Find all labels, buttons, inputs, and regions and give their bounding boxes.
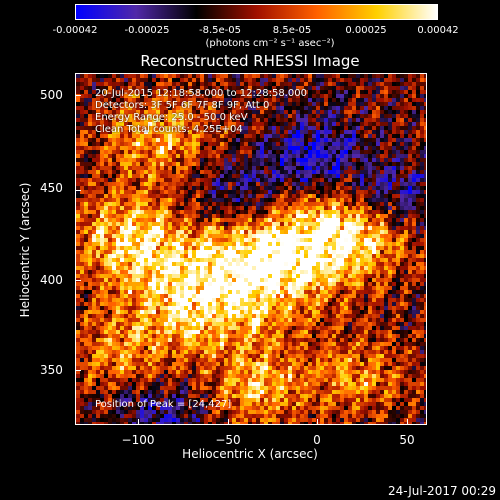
y-tick-label: 350 (40, 363, 63, 377)
colorbar-tick: 0.00025 (345, 25, 387, 36)
colorbar-tick: -0.00025 (124, 25, 170, 36)
y-tick-mark (75, 370, 81, 371)
colorbar-tick: -0.00042 (52, 25, 98, 36)
x-tick-label: 50 (399, 433, 415, 447)
time-range-annotation: 20-Jul-2015 12:18:58.000 to 12:28:58.000 (95, 88, 307, 99)
datestamp: 24-Jul-2017 00:29 (387, 484, 496, 498)
colorbar-tick: 0.00042 (417, 25, 459, 36)
y-tick-label: 450 (40, 181, 63, 195)
x-axis-label: Heliocentric X (arcsec) (182, 447, 318, 461)
x-tick-mark (138, 419, 139, 425)
colorbar (75, 4, 438, 20)
colorbar-tick: 8.5e-05 (272, 25, 312, 36)
y-tick-mark (75, 280, 81, 281)
x-tick-mark (317, 419, 318, 425)
x-tick-mark (407, 419, 408, 425)
peak-position-label: Position of Peak = [24,427] (95, 399, 232, 410)
y-axis-label: Heliocentric Y (arcsec) (18, 182, 32, 318)
y-tick-label: 400 (40, 273, 63, 287)
x-tick-label: 0 (313, 433, 321, 447)
heatmap-image (76, 74, 426, 424)
x-tick-mark (228, 419, 229, 425)
y-tick-mark (75, 190, 81, 191)
plot-title: Reconstructed RHESSI Image (140, 52, 360, 70)
energy-range-annotation: Energy Range: 25.0 - 50.0 keV (95, 112, 248, 123)
plot-area: 20-Jul-2015 12:18:58.000 to 12:28:58.000… (75, 73, 427, 425)
colorbar-units: (photons cm⁻² s⁻¹ asec⁻²) (205, 38, 335, 49)
x-tick-label: −50 (215, 433, 241, 447)
x-tick-label: −100 (121, 433, 155, 447)
y-tick-mark (75, 95, 81, 96)
colorbar-tick: -8.5e-05 (199, 25, 241, 36)
detectors-annotation: Detectors: 3F 5F 6F 7F 8F 9F, Att 0 (95, 100, 270, 111)
y-tick-label: 500 (40, 88, 63, 102)
counts-annotation: Clean Total counts: 4.25E+04 (95, 124, 243, 135)
